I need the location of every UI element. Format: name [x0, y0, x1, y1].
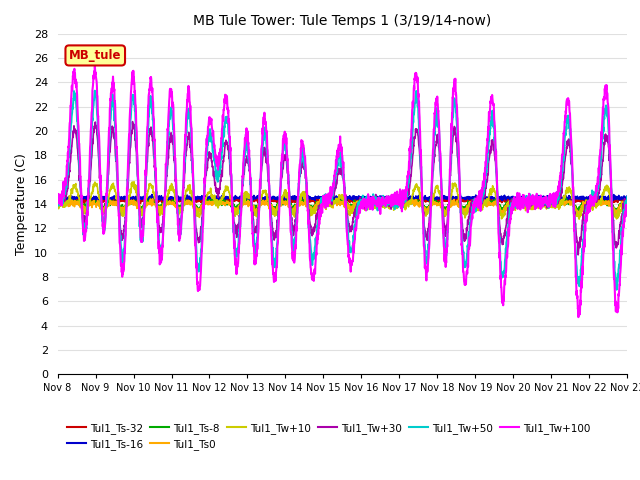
Legend: Tul1_Ts-32, Tul1_Ts-16, Tul1_Ts-8, Tul1_Ts0, Tul1_Tw+10, Tul1_Tw+30, Tul1_Tw+50,: Tul1_Ts-32, Tul1_Ts-16, Tul1_Ts-8, Tul1_… [63, 419, 595, 454]
Title: MB Tule Tower: Tule Temps 1 (3/19/14-now): MB Tule Tower: Tule Temps 1 (3/19/14-now… [193, 14, 492, 28]
Y-axis label: Temperature (C): Temperature (C) [15, 153, 28, 255]
Text: MB_tule: MB_tule [69, 49, 122, 62]
